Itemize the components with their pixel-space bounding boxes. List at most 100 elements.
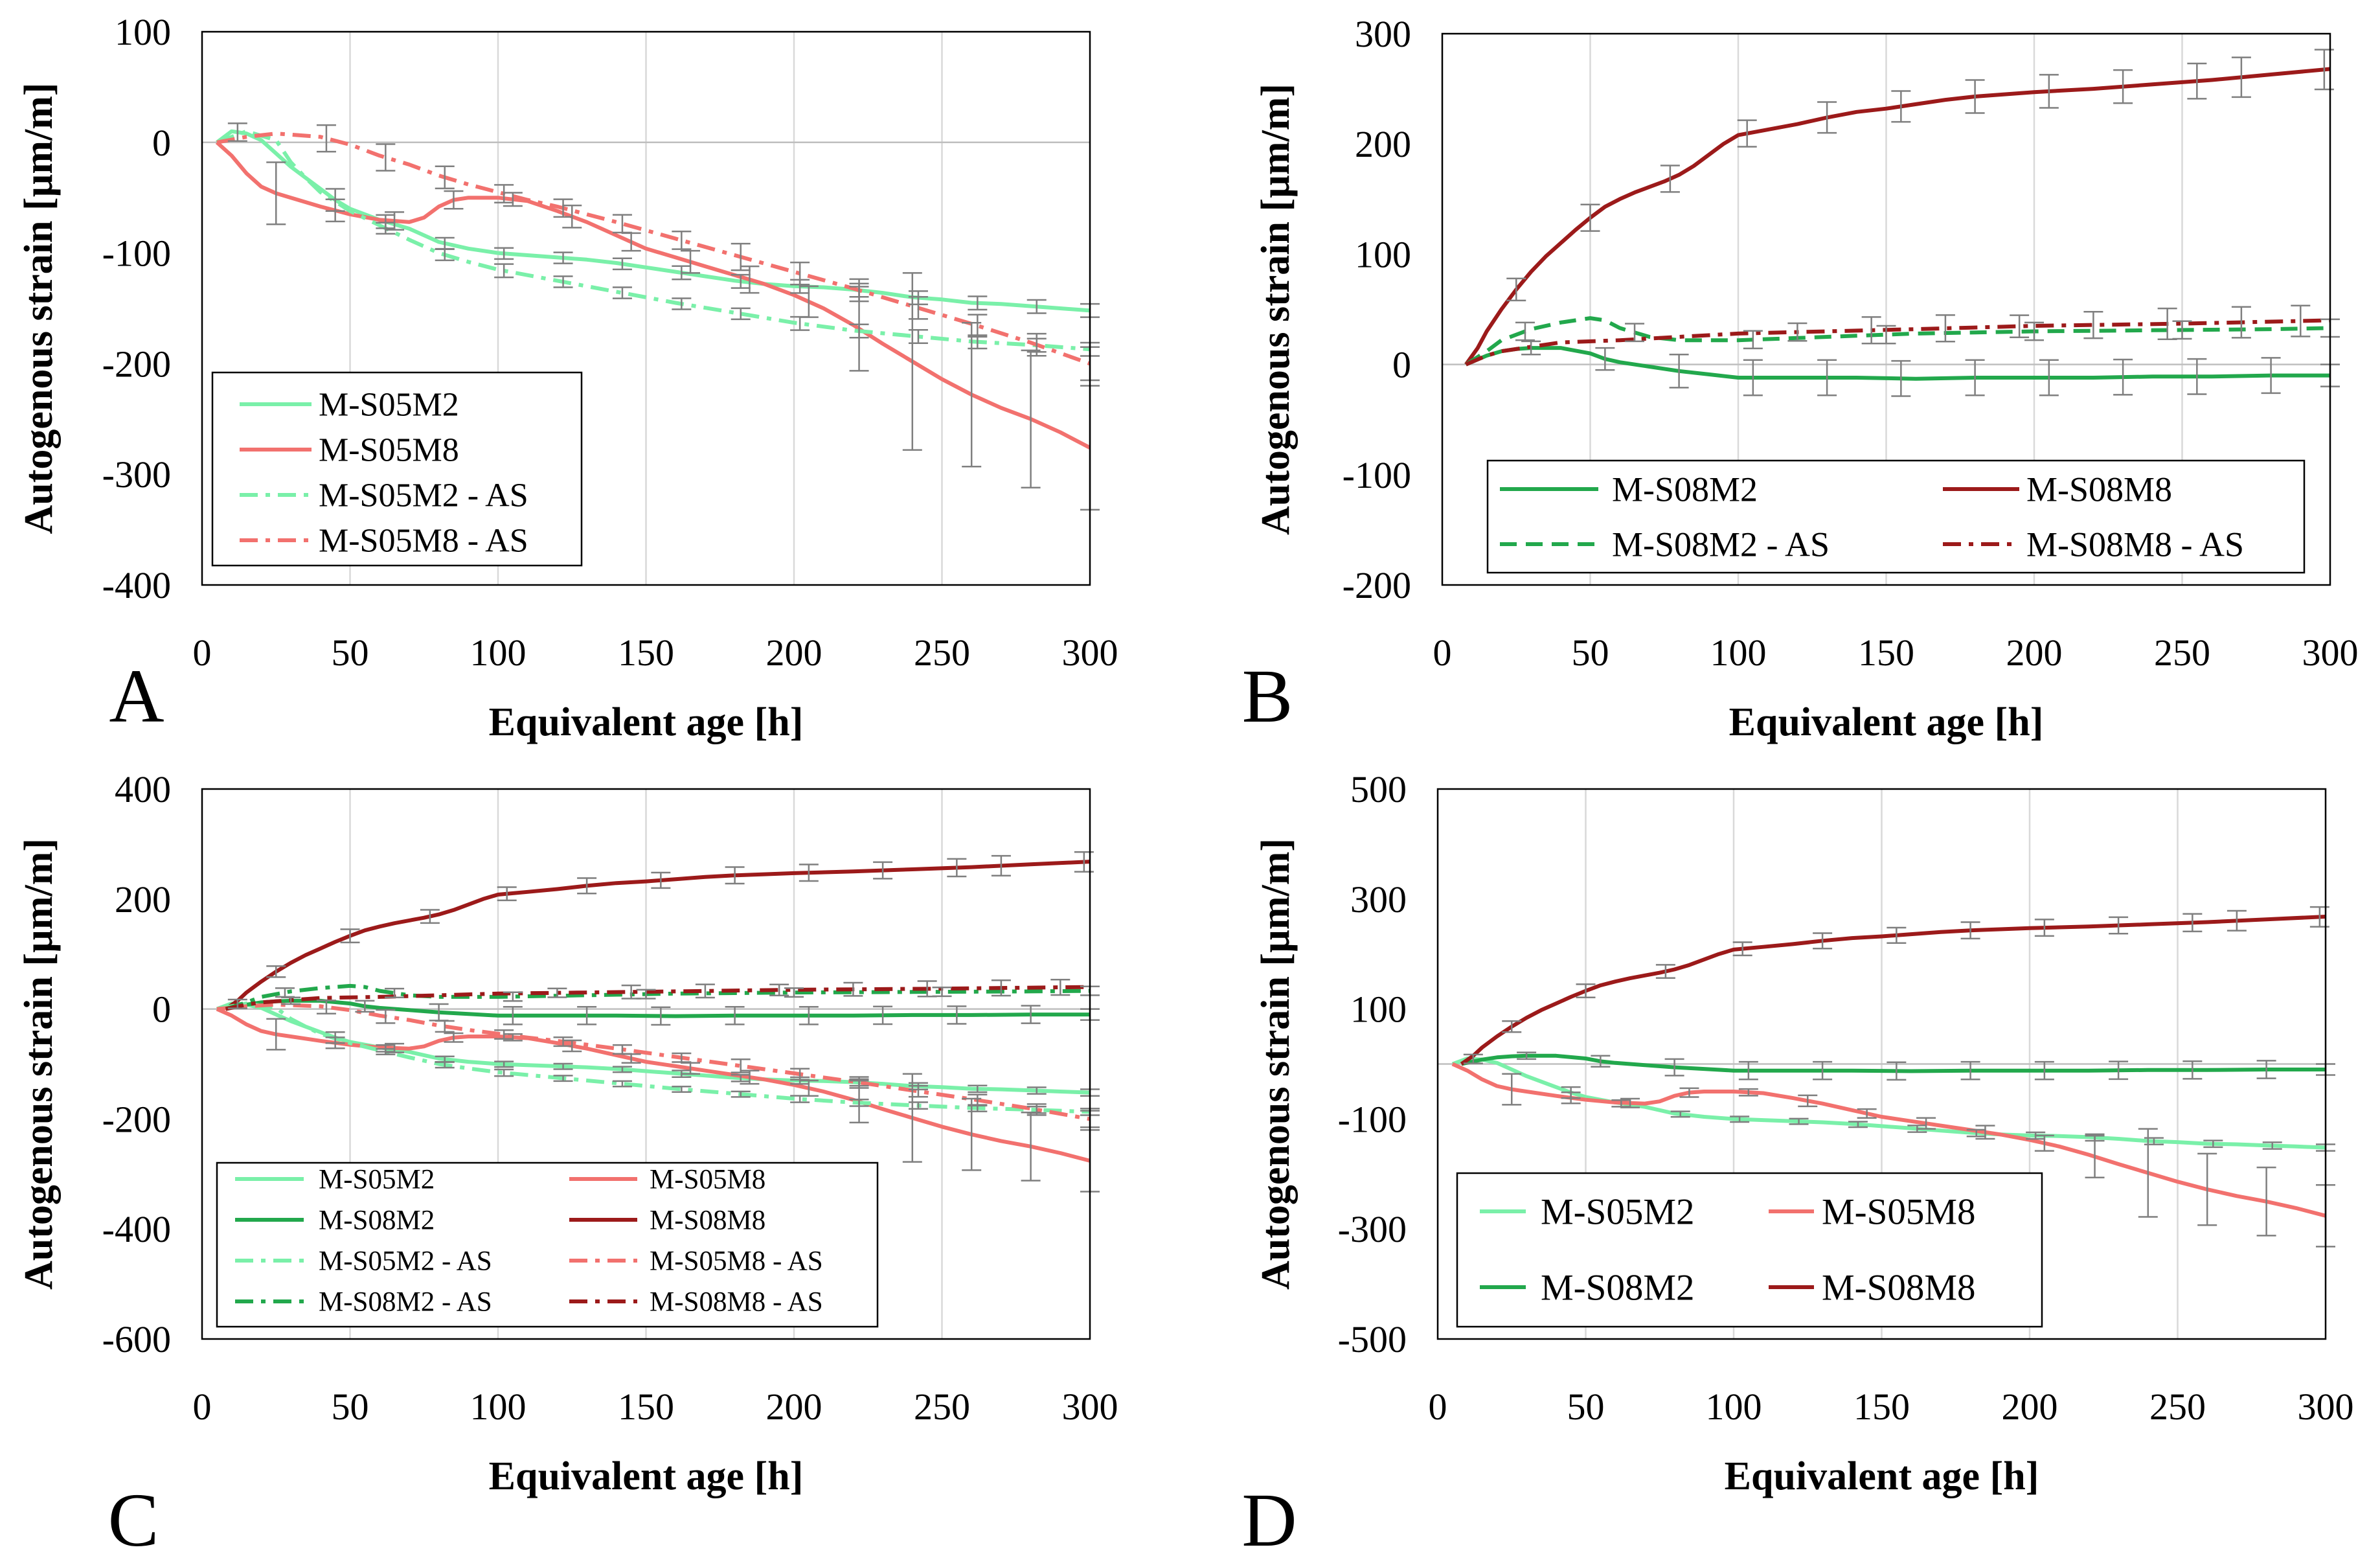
x-tick-label: 300: [1062, 632, 1118, 674]
series-line-m-s08m8: [1460, 915, 2326, 1066]
error-bar-m-s08m8: [1660, 165, 1680, 193]
error-bar-m-s08m8: [2034, 919, 2054, 937]
error-bar-m-s05m2-as: [612, 286, 632, 299]
error-bar-m-s08m2: [873, 1005, 893, 1025]
y-axis-title: Autogenous strain [µm/m]: [1254, 838, 1298, 1290]
error-bar-m-s05m8: [2197, 1152, 2217, 1226]
error-bar-m-s05m2-as: [435, 1061, 455, 1069]
y-tick-label: 100: [1355, 233, 1411, 275]
error-bar-m-s08m8-as: [2010, 314, 2030, 338]
error-bar-m-s08m8: [1960, 921, 1980, 940]
error-bar-m-s08m2: [1887, 1061, 1907, 1081]
error-bar-m-s05m8: [266, 1018, 286, 1051]
error-bar-m-s05m8-as: [553, 198, 573, 218]
legend-box: [1486, 459, 2306, 574]
series-line-m-s05m8-as: [216, 1002, 1091, 1121]
error-bar-m-s05m2-as: [553, 1075, 573, 1082]
error-bar-m-s05m2-as: [731, 307, 751, 321]
series-line-m-s05m2-as: [216, 129, 1091, 352]
error-bar-m-s08m8-as: [2291, 304, 2311, 338]
error-bar-m-s05m2-as: [672, 1085, 692, 1093]
y-tick-label: -400: [102, 1208, 171, 1250]
error-bar-m-s08m8-as: [547, 987, 567, 998]
x-tick-label: 200: [2002, 1386, 2058, 1428]
legend-label: M-S05M2: [319, 387, 459, 424]
error-bar-m-s08m8: [1506, 277, 1526, 302]
legend-label: M-S08M8: [1822, 1267, 1976, 1308]
x-tick-label: 200: [766, 632, 822, 674]
error-bar-m-s08m8: [1655, 964, 1675, 979]
error-bar-m-s08m8-as: [843, 981, 863, 997]
error-bar-m-s08m8: [873, 861, 893, 880]
legend: M-S05M2 M-S05M8 M-S08M2 M-S08M8 M-S05M2 - AS…: [216, 1161, 879, 1328]
x-tick-label: 150: [618, 1386, 674, 1428]
error-bar-m-s05m2-as: [790, 1095, 810, 1103]
error-bar-m-s08m2: [947, 1005, 967, 1025]
y-tick-label: -300: [102, 453, 171, 496]
series-line-m-s05m8: [1451, 1062, 2326, 1218]
error-bar-m-s08m2: [355, 1000, 375, 1013]
error-bar-m-s05m2-as: [494, 1068, 514, 1077]
error-bar-m-s05m2-as: [435, 248, 455, 262]
error-bar-m-s05m8-as: [790, 1068, 810, 1081]
legend: M-S05M2 M-S05M8 M-S05M2 - AS M-S05M8 - AS: [211, 371, 583, 567]
error-bar-m-s05m8: [902, 272, 922, 451]
y-tick-label: -200: [1343, 564, 1411, 606]
error-bar-m-s05m8: [1857, 1108, 1877, 1119]
chart-panel-d: 500 300 100 -100 -300 -500 0 50 100 150 200 250 300 A…: [1241, 768, 2353, 1556]
error-bar-m-s08m2: [1591, 1055, 1611, 1068]
error-bar-m-s08m8: [2187, 62, 2207, 100]
error-bar-m-s05m8-as: [435, 165, 455, 190]
error-bar-m-s08m8: [2182, 913, 2203, 933]
error-bar-m-s08m2: [2187, 358, 2207, 395]
error-bar-m-s05m8-as: [968, 314, 988, 338]
legend-label: M-S08M2: [319, 1206, 435, 1236]
error-bar-m-s05m2: [1966, 1128, 1986, 1138]
series-line-m-s08m2-as: [225, 983, 1091, 1011]
error-bar-m-s08m8-as: [2157, 307, 2177, 341]
x-tick-label: 150: [618, 632, 674, 674]
error-bar-m-s08m8: [2227, 910, 2247, 932]
error-bar-m-s08m2: [1813, 1060, 1833, 1081]
error-bar-m-s05m8: [385, 211, 405, 231]
error-bar-m-s08m2-as: [784, 987, 804, 998]
x-axis-title: Equivalent age [h]: [1725, 1454, 2039, 1498]
error-bar-m-s08m2: [2039, 359, 2059, 396]
y-tick-label: -100: [1343, 454, 1411, 496]
y-tick-label: 0: [152, 122, 171, 164]
plot-border: [1441, 32, 2331, 586]
error-bar-m-s08m2: [1891, 360, 1911, 397]
legend-label: M-S08M2 - AS: [319, 1287, 492, 1318]
series-line-m-s08m2: [1460, 1053, 2326, 1073]
y-tick-label: 100: [115, 11, 171, 53]
y-tick-label: 0: [1392, 344, 1411, 386]
error-bar-m-s08m8: [2039, 74, 2059, 109]
error-bar-m-s05m8: [266, 161, 286, 225]
error-bar-m-s05m8: [2034, 1134, 2054, 1152]
x-tick-label: 250: [2149, 1386, 2206, 1428]
error-bar-m-s05m2: [731, 1073, 751, 1082]
chart-panel-b: 300 200 100 0 -100 -200 0 50 100 150 200 250 300 Auto…: [1242, 13, 2359, 744]
y-tick-label: -100: [1338, 1098, 1407, 1140]
error-bar-m-s05m8: [681, 249, 701, 274]
error-bar-m-s05m2: [968, 295, 988, 311]
error-bar-m-s08m8: [1576, 983, 1596, 999]
panel-letter: C: [108, 1478, 159, 1556]
y-tick-label: 300: [1350, 878, 1407, 921]
error-bar-m-s05m8: [1561, 1091, 1581, 1104]
error-bar-m-s08m2: [1965, 359, 1985, 396]
error-bar-m-s05m2: [1463, 1053, 1483, 1064]
error-bar-m-s05m2-as: [731, 1090, 751, 1098]
x-tick-label: 300: [2302, 632, 2359, 674]
error-bar-m-s08m2: [503, 1005, 523, 1025]
y-tick-label: -400: [102, 564, 171, 606]
error-bar-m-s08m8-as: [621, 984, 641, 1000]
error-bar-m-s05m8-as: [376, 143, 396, 172]
y-axis-title: Autogenous strain [µm/m]: [17, 82, 61, 534]
error-bar-m-s05m2: [553, 251, 573, 264]
y-tick-label: 0: [152, 989, 171, 1031]
x-tick-label: 150: [1853, 1386, 1910, 1428]
legend: M-S05M2 M-S05M8 M-S08M2 M-S08M8: [1456, 1172, 2043, 1328]
error-bar-m-s08m2: [1517, 1051, 1537, 1060]
error-bar-m-s05m8-as: [849, 278, 869, 303]
